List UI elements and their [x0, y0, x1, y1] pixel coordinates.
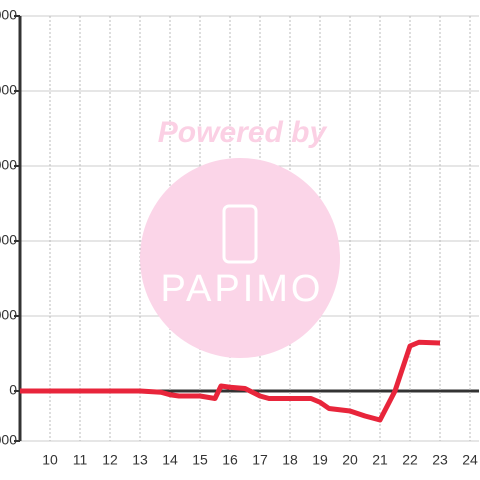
- y-tick-label: 30,000: [0, 307, 17, 323]
- watermark-brand: PAPIMO: [161, 268, 324, 310]
- watermark: Powered by PAPIMO: [140, 116, 340, 358]
- y-tick-label: 60,000: [0, 232, 17, 248]
- x-tick-label: 14: [162, 452, 178, 468]
- x-tick-label: 11: [73, 452, 88, 468]
- x-tick-label: 21: [372, 452, 388, 468]
- x-tick-label: 19: [312, 452, 328, 468]
- watermark-icon: [222, 204, 258, 264]
- y-tick-label: -20,000: [0, 432, 17, 448]
- x-tick-label: 22: [402, 452, 418, 468]
- x-tick-label: 13: [132, 452, 148, 468]
- watermark-text: Powered by: [158, 116, 328, 149]
- x-tick-label: 23: [432, 452, 448, 468]
- x-tick-label: 15: [192, 452, 208, 468]
- series-line: [20, 339, 441, 423]
- y-tick-label: 90,000: [0, 157, 17, 173]
- x-tick-label: 17: [252, 452, 268, 468]
- y-tick-label: 0: [9, 382, 17, 398]
- watermark-circle: [140, 158, 340, 358]
- x-tick-label: 12: [102, 452, 118, 468]
- x-tick-label: 20: [342, 452, 358, 468]
- y-tick-label: 150,000: [0, 7, 17, 23]
- x-tick-label: 24: [462, 452, 478, 468]
- y-tick-label: 120,000: [0, 82, 17, 98]
- x-tick-label: 16: [222, 452, 238, 468]
- x-tick-label: 18: [282, 452, 298, 468]
- x-tick-label: 10: [42, 452, 58, 468]
